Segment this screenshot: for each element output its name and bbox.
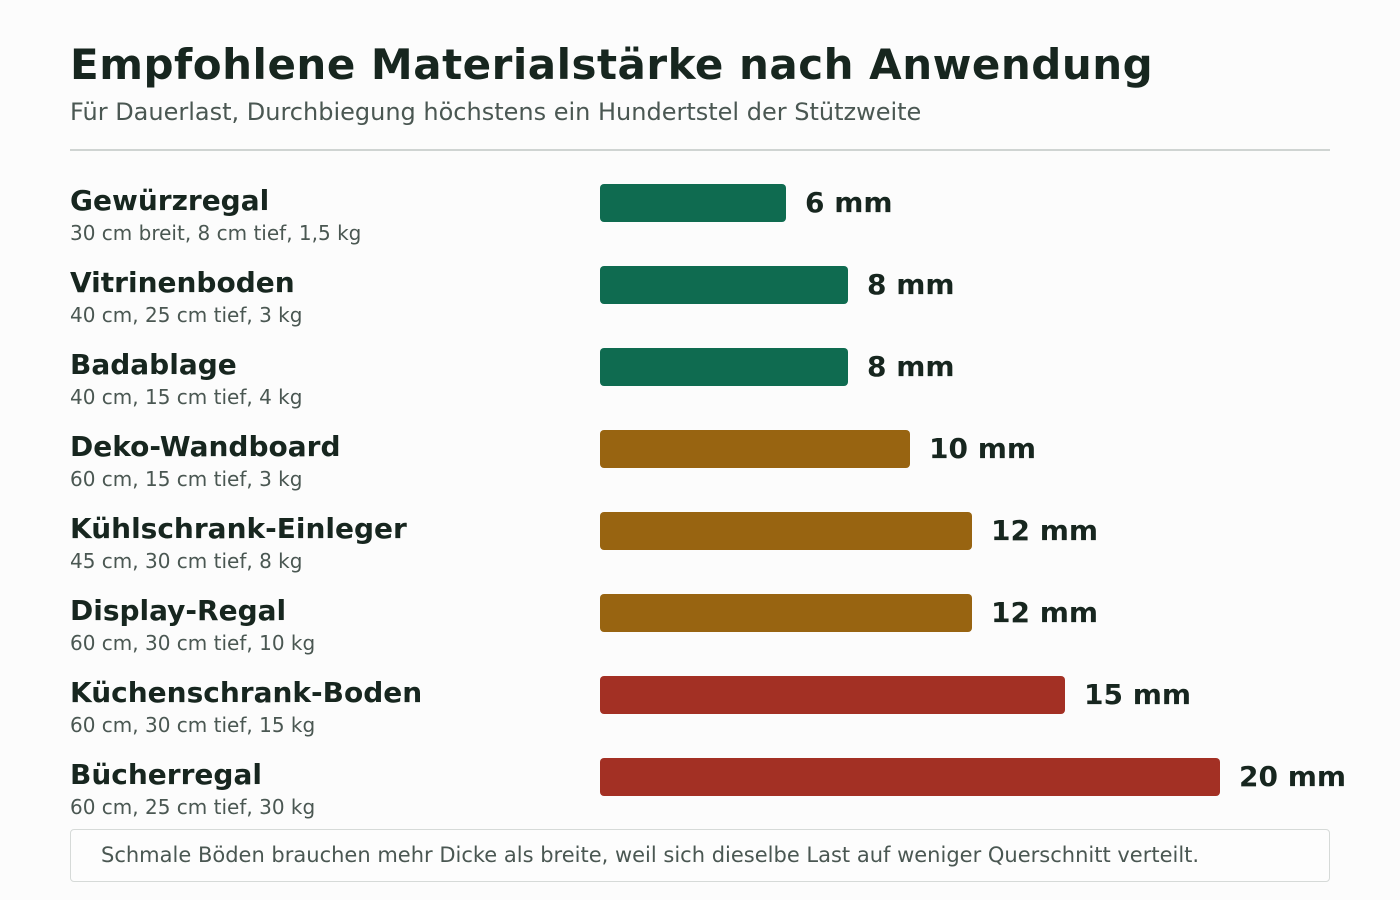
category-label: Vitrinenboden	[70, 266, 295, 299]
category-detail: 60 cm, 15 cm tief, 3 kg	[70, 467, 303, 491]
bar-row: Deko-Wandboard 60 cm, 15 cm tief, 3 kg 10 …	[0, 430, 1400, 512]
value-label: 6 mm	[805, 186, 893, 219]
category-detail: 40 cm, 15 cm tief, 4 kg	[70, 385, 303, 409]
chart-subtitle: Für Dauerlast, Durchbiegung höchstens ei…	[70, 98, 922, 126]
bar-row: Badablage 40 cm, 15 cm tief, 4 kg 8 mm	[0, 348, 1400, 430]
bar-row: Vitrinenboden 40 cm, 25 cm tief, 3 kg 8 mm	[0, 266, 1400, 348]
bar	[600, 594, 972, 632]
footnote-text: Schmale Böden brauchen mehr Dicke als br…	[101, 843, 1200, 867]
bar-row: Kühlschrank-Einleger 45 cm, 30 cm tief, 8…	[0, 512, 1400, 594]
category-detail: 45 cm, 30 cm tief, 8 kg	[70, 549, 303, 573]
category-detail: 60 cm, 30 cm tief, 10 kg	[70, 631, 316, 655]
category-label: Deko-Wandboard	[70, 430, 341, 463]
category-detail: 60 cm, 30 cm tief, 15 kg	[70, 713, 316, 737]
category-label: Bücherregal	[70, 758, 262, 791]
category-label: Gewürzregal	[70, 184, 270, 217]
footnote-box: Schmale Böden brauchen mehr Dicke als br…	[70, 829, 1330, 882]
category-detail: 60 cm, 25 cm tief, 30 kg	[70, 795, 316, 819]
category-label: Display-Regal	[70, 594, 287, 627]
bar-row: Display-Regal 60 cm, 30 cm tief, 10 kg 12 …	[0, 594, 1400, 676]
category-detail: 30 cm breit, 8 cm tief, 1,5 kg	[70, 221, 362, 245]
value-label: 12 mm	[991, 514, 1099, 547]
category-label: Kühlschrank-Einleger	[70, 512, 407, 545]
value-label: 20 mm	[1239, 760, 1347, 793]
bar	[600, 512, 972, 550]
chart-title: Empfohlene Materialstärke nach Anwendung	[70, 40, 1154, 89]
category-detail: 40 cm, 25 cm tief, 3 kg	[70, 303, 303, 327]
value-label: 15 mm	[1084, 678, 1192, 711]
value-label: 12 mm	[991, 596, 1099, 629]
bar	[600, 430, 910, 468]
value-label: 10 mm	[929, 432, 1037, 465]
category-label: Küchenschrank-Boden	[70, 676, 423, 709]
bar-row: Küchenschrank-Boden 60 cm, 30 cm tief, 15…	[0, 676, 1400, 758]
value-label: 8 mm	[867, 350, 955, 383]
bar-row: Bücherregal 60 cm, 25 cm tief, 30 kg 20 mm	[0, 758, 1400, 840]
bar	[600, 184, 786, 222]
value-label: 8 mm	[867, 268, 955, 301]
bar	[600, 266, 848, 304]
bar	[600, 758, 1220, 796]
bar	[600, 348, 848, 386]
bar	[600, 676, 1065, 714]
category-label: Badablage	[70, 348, 237, 381]
bar-row: Gewürzregal 30 cm breit, 8 cm tief, 1,5 k…	[0, 184, 1400, 266]
header-divider	[70, 149, 1330, 151]
